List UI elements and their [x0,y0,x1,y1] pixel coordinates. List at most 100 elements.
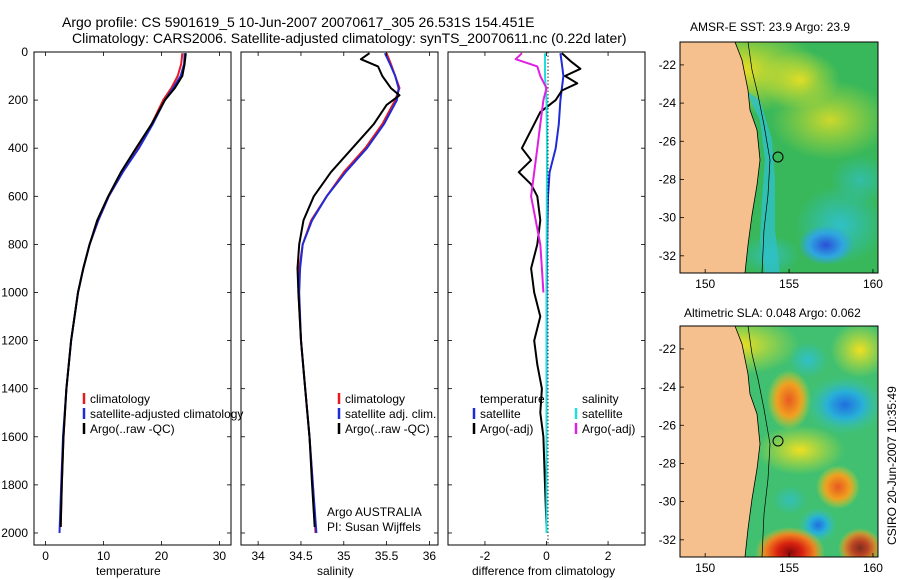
salinity-axis-label: salinity [317,564,354,578]
x-tick-label: -2 [480,549,491,563]
depth-tick-label: 1800 [1,478,28,492]
sla-map-title: Altimetric SLA: 0.048 Argo: 0.062 [684,306,861,320]
sst-map-title: AMSR-E SST: 23.9 Argo: 23.9 [690,20,850,34]
sla-map [680,326,878,557]
sst-cold-patch [798,225,854,265]
depth-tick-label: 400 [8,141,28,155]
legend-heading-temperature: temperature [480,392,545,406]
x-tick-label: 30 [213,549,227,563]
lat-tick-label: -22 [659,58,677,72]
sst-coastal-strip [745,90,780,273]
x-tick-label: 20 [155,549,169,563]
profile-line [59,53,187,528]
legend-label: satellite adj. clim. [345,407,436,421]
depth-tick-label: 1200 [1,334,28,348]
lon-tick-label: 150 [695,561,715,575]
legend-label: satellite-adjusted climatology [90,407,243,421]
x-tick-label: 10 [97,549,111,563]
difference-legend: temperature satellite Argo(-adj) salinit… [472,392,635,436]
credit-org: Argo AUSTRALIA [327,505,422,519]
temperature-axis: 0 10 20 30 [42,52,226,563]
profile-line [514,52,548,293]
csiro-timestamp: CSIRO 20-Jun-2007 10:35:49 [885,386,899,545]
shelf-contour [747,326,771,557]
sst-warm-patch [760,50,840,110]
temperature-panel-frame [33,51,232,546]
coastline [734,42,761,273]
difference-axis-label: difference from climatology [472,564,615,578]
lon-tick-label: 155 [779,277,799,291]
salinity-panel-frame [240,51,439,546]
credit-pi: PI: Susan Wijffels [327,520,421,534]
land [680,326,760,557]
figure-title-line1: Argo profile: CS 5901619_5 10-Jun-2007 2… [62,14,535,30]
sla-high-patch [767,370,811,430]
lat-tick-label: -28 [659,172,677,186]
salinity-legend: climatology satellite adj. clim. Argo(..… [337,392,436,436]
sla-high-patch [816,465,860,509]
lon-tick-label: 160 [863,277,883,291]
legend-label: Argo(-adj) [480,422,533,436]
profile-line [298,52,400,534]
lat-tick-label: -32 [659,249,677,263]
x-tick-label: 35.5 [375,549,399,563]
lat-tick-label: -30 [659,495,677,509]
profile-line [545,53,565,533]
sla-high-patch [755,425,845,475]
land [680,42,760,273]
x-tick-label: 35 [337,549,351,563]
depth-tick-label: 2000 [1,526,28,540]
argo-location-marker [772,151,784,163]
profile-line [544,53,549,533]
x-tick-label: 2 [605,549,612,563]
sla-low-patch [805,375,878,435]
sla-high-patch [830,326,878,378]
lon-tick-label: 160 [863,561,883,575]
legend-label: climatology [90,392,150,406]
legend-label: Argo(..raw -QC) [90,422,175,436]
salinity-axis: 34 34.5 35 35.5 36 [251,52,436,563]
salinity-panel [296,52,401,534]
sla-map-frame [679,325,879,558]
legend-label: satellite [582,407,623,421]
lon-tick-label: 150 [695,277,715,291]
lat-tick-label: -22 [659,342,677,356]
legend-label: satellite [480,407,521,421]
lat-tick-label: -24 [659,380,677,394]
lat-tick-label: -26 [659,418,677,432]
temperature-panel [58,53,187,534]
figure-title-line2: Climatology: CARS2006. Satellite-adjuste… [72,30,627,46]
sla-low-patch [788,342,828,378]
lat-tick-label: -28 [659,456,677,470]
sla-high-patch [838,528,878,557]
depth-tick-label: 200 [8,93,28,107]
x-tick-label: 0 [543,549,550,563]
lat-tick-label: -24 [659,96,677,110]
temperature-legend: climatology satellite-adjusted climatolo… [82,392,243,436]
depth-tick-label: 1600 [1,430,28,444]
lon-tick-label: 155 [779,561,799,575]
depth-tick-label: 600 [8,189,28,203]
sla-low-patch [772,485,808,515]
depth-tick-label: 800 [8,237,28,251]
legend-label: Argo(..raw -QC) [345,422,430,436]
profile-line [296,52,401,528]
x-tick-label: 34.5 [289,549,313,563]
shelf-contour [747,42,771,273]
temperature-axis-label: temperature [96,564,161,578]
difference-panel [514,52,582,533]
lat-tick-label: -30 [659,211,677,225]
x-tick-label: 0 [42,549,49,563]
profile-line [517,52,582,528]
depth-tick-label: 0 [21,45,28,59]
depth-axis: 0 200 400 600 800 1000 1200 1400 1600 1800 2000 [1,45,645,540]
x-tick-label: 36 [423,549,437,563]
coastline [734,326,761,557]
x-tick-label: 34 [251,549,265,563]
depth-tick-label: 1400 [1,382,28,396]
sst-map [680,42,878,273]
lat-tick-label: -26 [659,134,677,148]
legend-heading-salinity: salinity [582,392,619,406]
sst-cool-patch [830,155,878,205]
